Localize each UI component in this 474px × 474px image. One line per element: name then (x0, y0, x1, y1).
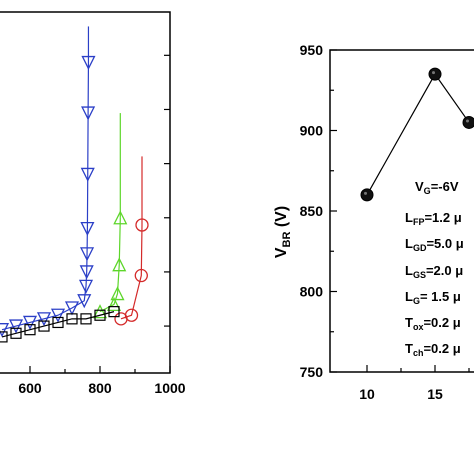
data-point (38, 320, 50, 332)
data-point (22, 315, 38, 330)
data-point (94, 309, 106, 321)
data-point (134, 268, 148, 283)
y-tick-label: 950 (300, 42, 324, 58)
annotation-label: LGD=5.0 μ (405, 236, 464, 253)
data-point (64, 301, 80, 316)
y-axis-title: VBR (V) (273, 206, 293, 258)
annotation-label: VG=-6V (415, 179, 459, 196)
annotation-label: LG= 1.5 μ (405, 289, 461, 306)
series-line (99, 217, 121, 313)
data-point (92, 304, 108, 319)
right-plot-area: VG=-6V LFP=1.2 μ LGD=5.0 μ LGS=2.0 μ LG= 1.5… (360, 67, 474, 358)
data-point (81, 106, 96, 121)
series-line (120, 224, 143, 320)
data-point (80, 167, 95, 182)
series-line (366, 73, 470, 196)
data-point-highlight (432, 71, 435, 75)
series-circle (114, 156, 149, 326)
data-point-highlight (364, 191, 367, 195)
data-point (80, 313, 92, 325)
data-point (66, 313, 78, 325)
data-point (79, 265, 94, 280)
data-point (79, 247, 95, 262)
x-tick-label: 600 (18, 380, 42, 396)
data-point (108, 306, 120, 318)
data-point (52, 316, 64, 329)
annotation-label: Tox=0.2 μ (405, 315, 461, 332)
series-line (1, 62, 90, 331)
data-point (0, 331, 8, 343)
data-point (10, 327, 22, 339)
annotation-label: LGS=2.0 μ (405, 263, 463, 280)
data-point (110, 286, 125, 301)
data-point (24, 324, 36, 336)
series-up-triangle (92, 113, 128, 319)
data-point (113, 210, 128, 225)
x-tick-label: 1000 (154, 380, 185, 396)
annotation-label: Tch=0.2 μ (405, 341, 461, 358)
x-tick-label: 15 (427, 386, 443, 402)
data-point (77, 294, 92, 309)
data-point (106, 296, 122, 312)
data-point-highlight (466, 119, 469, 123)
data-point (462, 115, 474, 129)
y-tick-label: 750 (300, 364, 324, 380)
data-point (78, 279, 94, 294)
data-point (36, 312, 52, 327)
annotation-label: LFP=1.2 μ (405, 210, 462, 227)
y-tick-label: 800 (300, 284, 324, 300)
y-tick-label: 850 (300, 203, 324, 219)
plot-frame (0, 11, 171, 374)
x-tick-label: 800 (88, 380, 112, 396)
left-chart: 600 800 1000 (0, 11, 186, 396)
data-point (360, 188, 374, 202)
data-point (81, 55, 96, 70)
data-point (112, 257, 127, 272)
data-point (8, 319, 24, 334)
y-tick-label: 900 (300, 123, 324, 139)
data-point (0, 323, 10, 338)
x-tick-label: 10 (359, 386, 375, 402)
series-down-triangle (0, 26, 96, 338)
left-plot-area (0, 26, 149, 343)
data-point (124, 308, 139, 322)
series-square (0, 306, 120, 343)
data-point (50, 308, 66, 323)
right-chart: 750 800 850 900 950 10 15 VBR (V) VG=-6V LFP=1.2 … (273, 42, 474, 402)
data-point (80, 221, 95, 237)
data-point (135, 218, 149, 232)
data-point (428, 67, 442, 81)
